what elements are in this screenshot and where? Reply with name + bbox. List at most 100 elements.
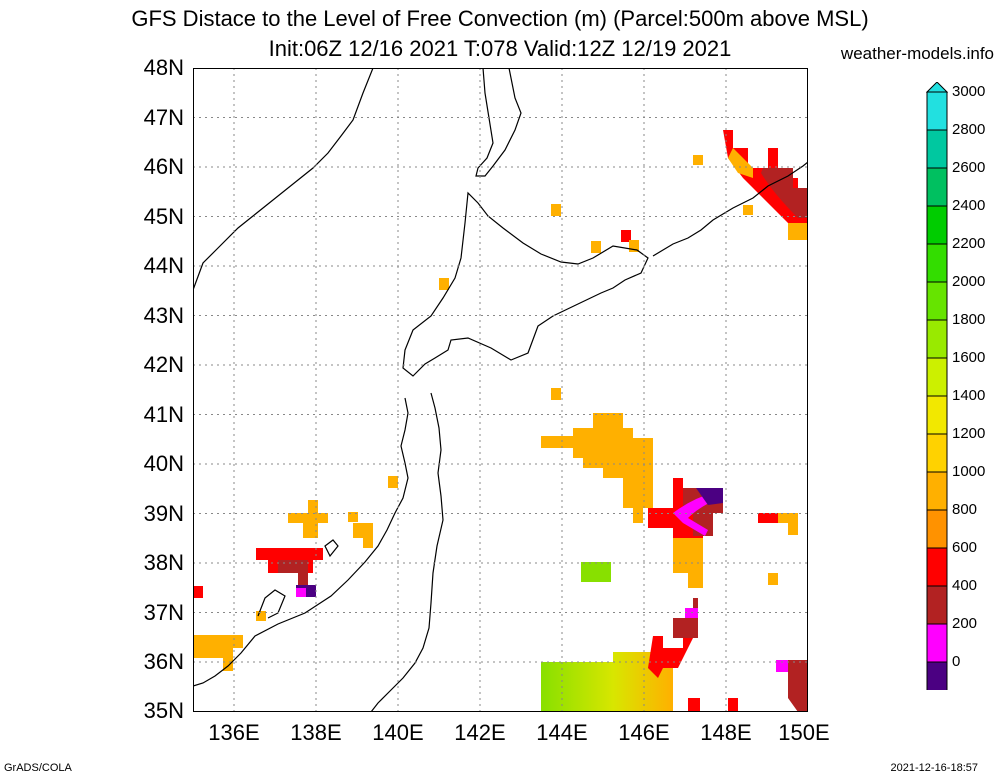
patch-magenta-jsea	[296, 588, 306, 597]
lat-label: 36N	[143, 649, 184, 674]
colorbar-segment	[926, 433, 948, 473]
lat-label: 38N	[143, 550, 184, 575]
patch-green-southeast	[541, 638, 673, 712]
patch-hk5	[629, 240, 639, 252]
colorbar-segment	[926, 91, 948, 131]
patch-orange-northeast	[728, 148, 753, 178]
colorbar-label: 800	[952, 501, 978, 518]
colorbar-top-arrow	[926, 82, 948, 93]
colorbar-boxes	[926, 82, 948, 690]
colorbar-label: 1800	[952, 311, 986, 328]
patch-red-northeast	[723, 130, 808, 233]
patch-orange-offshore	[541, 413, 653, 523]
lon-label: 138E	[290, 720, 342, 745]
colorbar-segment	[926, 661, 948, 690]
coast-sakhalin	[475, 68, 522, 177]
coast-mainland-asia	[193, 68, 374, 291]
colorbar-label: 600	[952, 539, 978, 556]
lat-label: 42N	[143, 352, 184, 377]
colorbar-label: 2400	[952, 197, 986, 214]
colorbar-segment	[926, 205, 948, 245]
patch-brown-se-edge	[788, 660, 808, 712]
lat-label: 37N	[143, 600, 184, 625]
colorbar-label: 1200	[952, 425, 986, 442]
patch-red-west	[193, 586, 203, 598]
patch-red-east-edge	[758, 513, 778, 523]
coastlines	[193, 68, 808, 712]
colorbar-label: 2600	[952, 159, 986, 176]
colorbar-segment	[926, 281, 948, 321]
colorbar-segment	[926, 167, 948, 207]
patch-hk3	[591, 241, 601, 253]
colorbar-label: 1600	[952, 349, 986, 366]
patch-ee3	[768, 573, 778, 585]
footer-timestamp: 2021-12-16-18:57	[890, 762, 978, 774]
patch-purple-east	[696, 488, 723, 505]
patch-magenta-east	[673, 493, 715, 536]
colorbar-label: 1000	[952, 463, 986, 480]
patch-orange-east-edge	[778, 513, 798, 523]
patch-brown-jsea	[278, 560, 308, 586]
colorbar-segment	[926, 129, 948, 169]
colorbar-label: 3000	[952, 83, 986, 100]
colorbar-segment	[926, 395, 948, 435]
patch-brown-northeast	[761, 168, 808, 218]
colorbar-segment	[926, 509, 948, 549]
lat-label: 47N	[143, 105, 184, 130]
coast-sado	[324, 539, 339, 558]
lat-label: 46N	[143, 154, 184, 179]
coast-noto	[257, 589, 286, 619]
patch-ee2	[788, 523, 798, 535]
lon-label: 144E	[536, 720, 588, 745]
patch-orange-jsea	[288, 500, 328, 538]
patch-w2	[256, 611, 266, 621]
colorbar	[926, 82, 948, 690]
colorbar-segment	[926, 357, 948, 397]
footer-software: GrADS/COLA	[4, 762, 72, 774]
lat-label: 40N	[143, 451, 184, 476]
coast-honshu	[193, 392, 444, 712]
lon-label: 136E	[208, 720, 260, 745]
colorbar-label: 2200	[952, 235, 986, 252]
patch-se-red2	[728, 698, 738, 712]
colorbar-label: 200	[952, 615, 978, 632]
lon-label: 142E	[454, 720, 506, 745]
lon-label: 148E	[700, 720, 752, 745]
lon-label: 146E	[618, 720, 670, 745]
patch-hk4	[621, 230, 631, 242]
patch-se-red	[688, 698, 700, 712]
lat-label: 41N	[143, 402, 184, 427]
patch-red-southeast	[648, 628, 693, 678]
colorbar-segment	[926, 547, 948, 587]
lat-label: 39N	[143, 501, 184, 526]
map-plot	[193, 68, 808, 712]
map-frame	[193, 68, 808, 712]
lat-label: 43N	[143, 303, 184, 328]
coast-hokkaido	[402, 191, 649, 377]
coast-kurils	[652, 161, 808, 257]
colorbar-segment	[926, 319, 948, 359]
patch-hk1	[439, 278, 449, 290]
field-patches	[193, 130, 808, 712]
lat-label: 44N	[143, 253, 184, 278]
colorbar-label: 2800	[952, 121, 986, 138]
colorbar-label: 2000	[952, 273, 986, 290]
lon-label: 150E	[778, 720, 830, 745]
patch-orange-ne4	[788, 223, 808, 240]
patch-orange-ne2	[693, 155, 703, 165]
chart-title-line2: Init:06Z 12/16 2021 T:078 Valid:12Z 12/1…	[268, 36, 732, 61]
patch-orange-jsea2	[353, 523, 373, 548]
lat-label: 35N	[143, 698, 184, 723]
patch-hk2	[551, 204, 561, 216]
site-credit: weather-models.info	[840, 44, 994, 63]
colorbar-segment	[926, 471, 948, 511]
lon-label: 140E	[372, 720, 424, 745]
colorbar-segment	[926, 585, 948, 625]
colorbar-segment	[926, 623, 948, 663]
patch-oga	[388, 476, 398, 488]
colorbar-label: 1400	[952, 387, 986, 404]
colorbar-label: 0	[952, 653, 961, 670]
map-grid	[193, 68, 808, 712]
patch-orange-ne3	[743, 205, 753, 215]
patch-green-small	[581, 562, 611, 582]
